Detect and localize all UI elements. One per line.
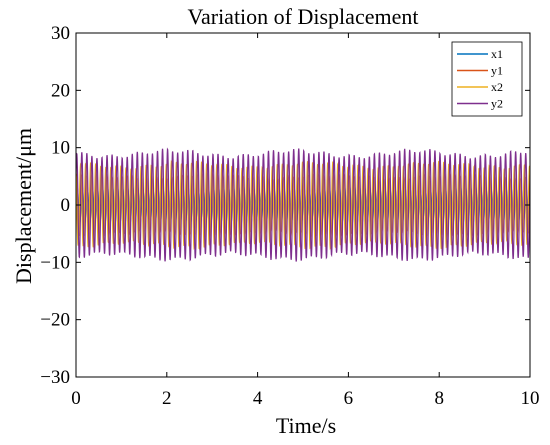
x-tick-label: 4 xyxy=(253,388,263,409)
y-tick-label: 30 xyxy=(51,23,70,44)
y-tick-label: 10 xyxy=(51,138,70,159)
legend-label-y1: y1 xyxy=(491,64,503,78)
x-tick-label: 10 xyxy=(521,388,540,409)
x-axis-label: Time/s xyxy=(276,413,336,438)
legend-box xyxy=(451,41,523,117)
y-tick-label: −30 xyxy=(40,367,70,388)
plot-area xyxy=(76,147,530,262)
legend-label-y2: y2 xyxy=(491,97,503,111)
y-axis-label: Displacement/μm xyxy=(11,128,36,284)
y-tick-label: −10 xyxy=(40,252,70,273)
x-tick-label: 0 xyxy=(71,388,81,409)
legend-label-x1: x1 xyxy=(491,47,503,61)
x-tick-label: 8 xyxy=(434,388,444,409)
y-tick-label: 0 xyxy=(61,195,71,216)
legend: x1 y1 x2 y2 xyxy=(451,41,523,117)
x-tick-label: 2 xyxy=(162,388,172,409)
series-line-y2 xyxy=(76,147,530,262)
legend-label-x2: x2 xyxy=(491,80,503,94)
y-tick-label: −20 xyxy=(40,310,70,331)
chart-title: Variation of Displacement xyxy=(188,4,419,29)
x-tick-label: 6 xyxy=(344,388,354,409)
x-axis: 0 2 4 6 8 10 xyxy=(71,33,540,409)
y-tick-label: 20 xyxy=(51,80,70,101)
y-axis: 30 20 10 0 −10 −20 −30 xyxy=(40,23,530,388)
